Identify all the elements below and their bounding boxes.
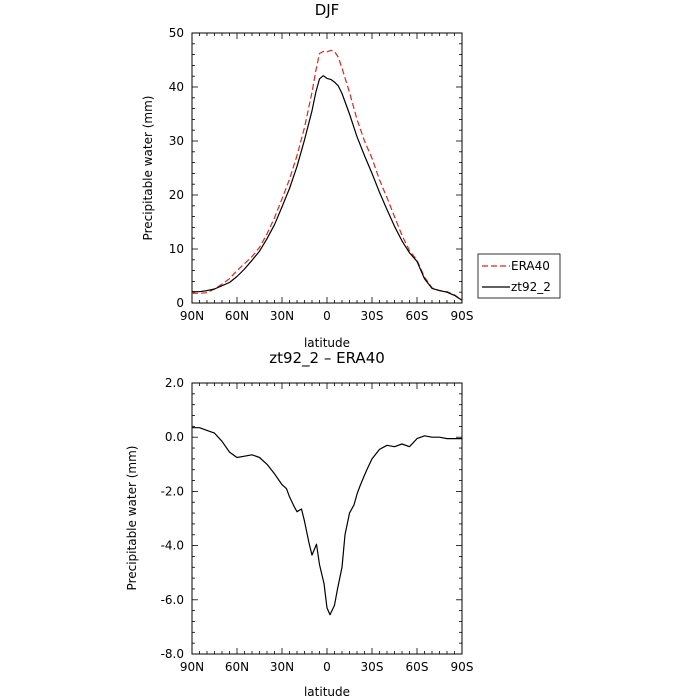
legend-label-era40: ERA40 <box>511 259 550 273</box>
bottom-chart-frame <box>191 382 463 655</box>
x-tick-label: 30N <box>270 660 294 674</box>
y-tick-label: -4.0 <box>161 539 184 553</box>
y-tick-label: 2.0 <box>165 376 184 390</box>
y-tick-label: 50 <box>169 26 184 40</box>
x-tick-label: 90N <box>180 309 204 323</box>
series-line-zt92-2 <box>192 75 463 301</box>
x-tick-label: 30S <box>361 309 384 323</box>
x-tick-label: 60N <box>225 309 249 323</box>
x-tick-label: 90S <box>451 309 474 323</box>
x-tick-label: 90N <box>180 660 204 674</box>
bottom-chart-title: zt92_2 – ERA40 <box>269 349 385 368</box>
top-chart-x-axis-label: latitude <box>304 336 350 350</box>
x-tick-label: 0 <box>323 660 331 674</box>
y-tick-label: -6.0 <box>161 593 184 607</box>
x-tick-label: 90S <box>451 660 474 674</box>
x-tick-label: 0 <box>323 309 331 323</box>
top-chart-frame <box>191 32 463 304</box>
y-tick-label: 10 <box>169 242 184 256</box>
series-line-difference <box>192 427 462 616</box>
x-tick-label: 60N <box>225 660 249 674</box>
x-tick-label: 30N <box>270 309 294 323</box>
bottom-chart-x-axis-label: latitude <box>304 685 350 699</box>
top-chart-y-axis-label: Precipitable water (mm) <box>141 96 155 241</box>
y-tick-label: 0.0 <box>165 430 184 444</box>
x-tick-label: 30S <box>361 660 384 674</box>
y-tick-label: 30 <box>169 134 184 148</box>
x-tick-label: 60S <box>406 309 429 323</box>
top-chart: DJF 90N 60N 30N 0 30S 60S 90S 0 10 20 30 40 50 latit… <box>141 1 561 350</box>
bottom-chart-y-axis-label: Precipitable water (mm) <box>125 446 139 591</box>
series-line-era40 <box>192 49 463 301</box>
x-tick-label: 60S <box>406 660 429 674</box>
legend: ERA40 zt92_2 <box>477 253 561 299</box>
y-tick-label: 0 <box>176 296 184 310</box>
bottom-chart: zt92_2 – ERA40 90N 60N 30N 0 30S 60S 90S 2.0 0.0… <box>125 349 473 699</box>
y-tick-label: 20 <box>169 188 184 202</box>
top-chart-title: DJF <box>315 1 340 19</box>
y-tick-label: -8.0 <box>161 647 184 661</box>
legend-box <box>477 253 561 299</box>
y-tick-label: -2.0 <box>161 484 184 498</box>
legend-label-zt92-2: zt92_2 <box>511 280 551 294</box>
y-tick-label: 40 <box>169 80 184 94</box>
